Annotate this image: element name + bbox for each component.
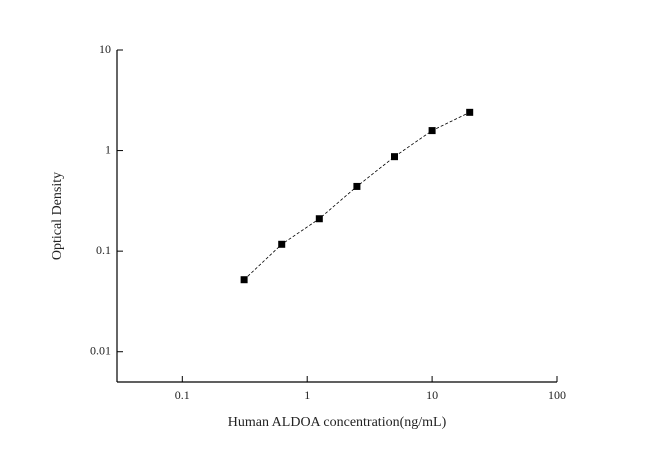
y-tick-label: 0.1 [96,243,111,257]
point [353,182,361,190]
x-tick-label: 100 [548,388,566,402]
y-axis-label: Optical Density [50,172,65,260]
y-tick-label: 10 [99,42,111,56]
x-tick-label: 10 [426,388,438,402]
x-tick-label: 0.1 [175,388,190,402]
y-tick-label: 1 [105,142,111,156]
point [391,153,399,161]
point [315,215,323,223]
x-axis-label: Human ALDOA concentration(ng/mL) [228,415,447,430]
fit-line [243,111,470,281]
point [466,108,474,116]
point [240,276,248,284]
point [278,240,286,248]
y-tick-label: 0.01 [90,343,111,357]
x-tick-label: 1 [304,388,310,402]
point [428,127,436,135]
